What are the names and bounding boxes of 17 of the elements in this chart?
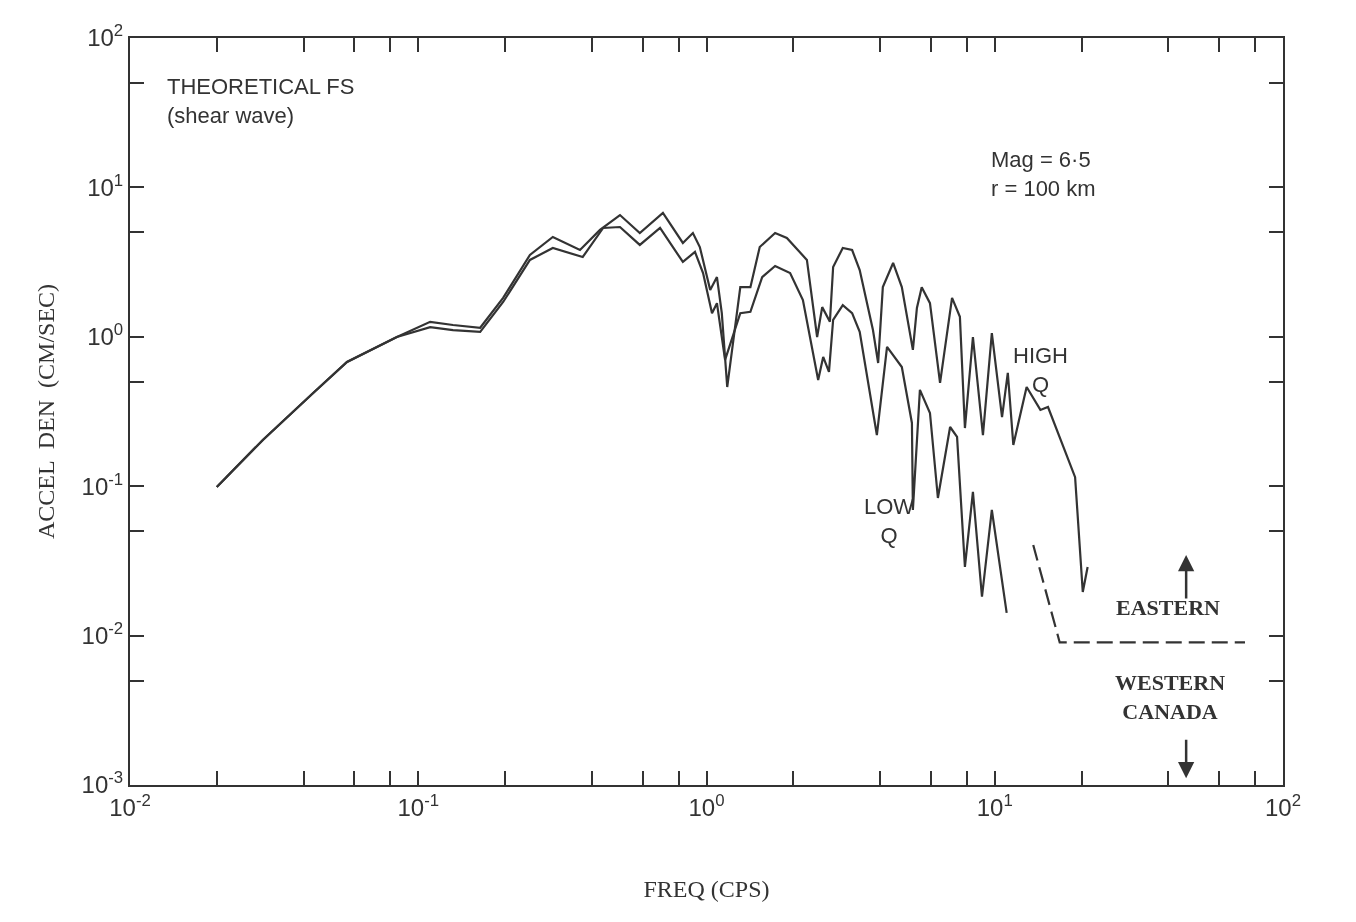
x-axis-title: FREQ (CPS) (643, 875, 770, 902)
y-tick-label: 10$^{2}$ (87, 21, 124, 52)
annotation: Mag = 6·5 r = 100 km (991, 147, 1096, 201)
x-tick-label: 10$^{0}$ (688, 790, 725, 821)
x-tick-label: 10$^{1}$ (976, 790, 1013, 821)
y-tick-label: 10$^{0}$ (87, 320, 124, 351)
annotation: THEORETICAL FS (shear wave) (167, 74, 355, 128)
x-tick-label: 10$^{-1}$ (397, 790, 440, 821)
y-tick-label: 10$^{-1}$ (81, 469, 124, 500)
y-tick-label: 10$^{-2}$ (81, 618, 124, 649)
annotation: EASTERN (1116, 595, 1221, 620)
series-label: HIGH Q (1013, 343, 1068, 397)
x-tick-label: 10$^{2}$ (1264, 790, 1302, 821)
series-label: LOW Q (864, 494, 915, 548)
y-tick-label: 10$^{1}$ (87, 170, 124, 201)
annotation: WESTERN CANADA (1115, 670, 1226, 724)
y-axis-title: ACCEL DEN (CM/SEC) (33, 283, 60, 540)
